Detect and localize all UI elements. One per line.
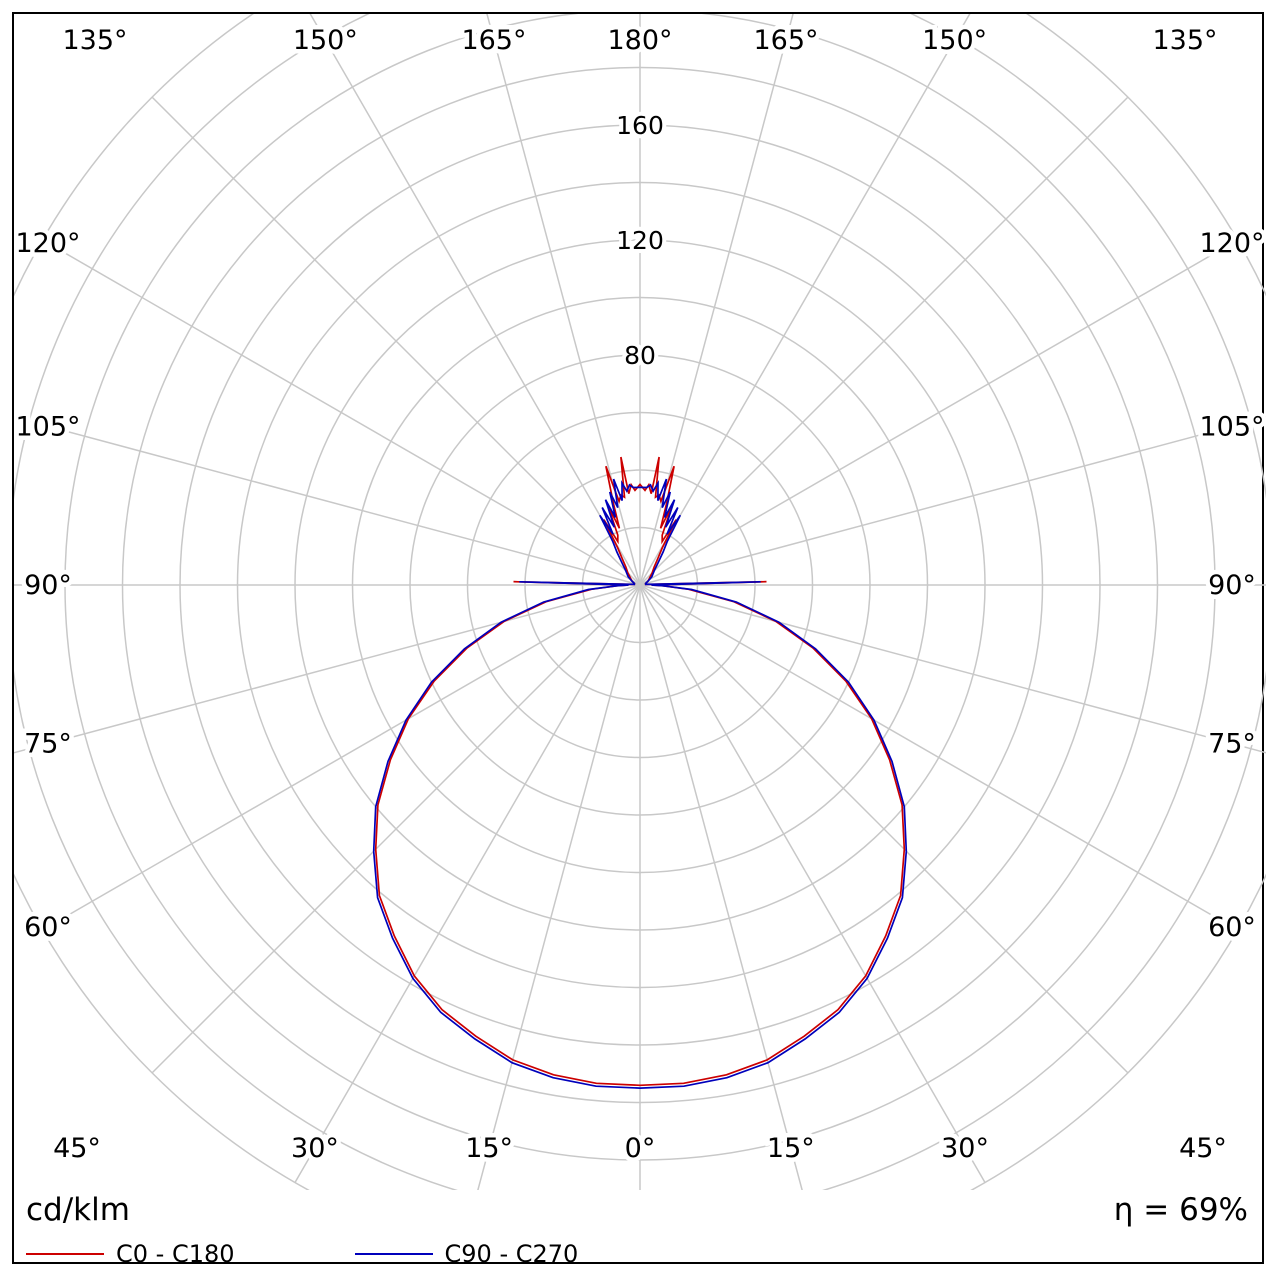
angle-label: 90° [1208, 570, 1256, 601]
angle-label: 30° [941, 1133, 989, 1164]
angle-label: 0° [625, 1133, 656, 1164]
polar-chart: 80 120 160 0° 15° 15° 30° 30° 45° 45° 60° 60° 75° 75°… [14, 14, 1266, 1190]
legend-line-c90-c270 [354, 1253, 433, 1255]
radial-tick-label: 160 [616, 111, 664, 140]
grid-radial-line [639, 239, 1238, 586]
grid-radial-line [477, 584, 641, 1190]
angle-label: 30° [291, 1133, 339, 1164]
grid-radial-line [14, 584, 641, 754]
angle-label: 105° [15, 411, 80, 442]
angle-label: 90° [24, 570, 72, 601]
grid-radial-line [639, 14, 971, 586]
grid-radial-line [309, 14, 641, 586]
grid-radial-line [639, 96, 1129, 586]
angle-label: 135° [62, 25, 127, 56]
angle-label: 135° [1152, 25, 1217, 56]
intensity-curve-C90-C270 [372, 478, 908, 1089]
grid-radial-line [639, 416, 1266, 586]
grid-radial-line [639, 584, 986, 1183]
grid-radial-line [639, 14, 794, 586]
angle-label: 150° [922, 25, 987, 56]
angle-label: 165° [754, 25, 819, 56]
grid-radial-line [151, 96, 641, 586]
angle-label: 105° [1199, 411, 1264, 442]
grid-radial-line [639, 584, 803, 1190]
grid-radial-line [294, 584, 641, 1183]
legend-line-c0-c180 [26, 1253, 104, 1255]
angle-label: 165° [461, 25, 526, 56]
diagram-frame: 80 120 160 0° 15° 15° 30° 30° 45° 45° 60° 60° 75° 75°… [12, 12, 1266, 1268]
angle-label: 75° [24, 729, 72, 760]
legend-label-c0-c180: C0 - C180 [116, 1240, 235, 1268]
angle-label: 120° [15, 228, 80, 259]
angle-label: 45° [1179, 1133, 1227, 1164]
radial-tick-label: 120 [616, 226, 664, 255]
grid-radial-line [639, 584, 1129, 1074]
angle-label: 45° [53, 1133, 101, 1164]
angle-label: 15° [767, 1133, 815, 1164]
grid-radial-line [639, 584, 1238, 931]
grid-radial-line [42, 239, 641, 586]
radial-tick-label: 80 [624, 341, 656, 370]
grid-radial-line [42, 584, 641, 931]
efficiency-label: η = 69% [1113, 1192, 1248, 1228]
grid-radial-line [639, 584, 1266, 754]
grid-radial-line [486, 14, 641, 586]
angle-label: 120° [1199, 228, 1264, 259]
grid-radial-line [151, 584, 641, 1074]
grid-radial-line [14, 416, 641, 586]
legend-label-c90-c270: C90 - C270 [444, 1240, 579, 1268]
angle-label: 15° [465, 1133, 513, 1164]
unit-label: cd/klm [26, 1192, 130, 1228]
angle-label: 150° [293, 25, 358, 56]
angle-label: 180° [607, 25, 672, 56]
legend: C0 - C180 C90 - C270 [26, 1240, 578, 1268]
angle-label: 75° [1208, 729, 1256, 760]
intensity-curve-C0-C180 [374, 456, 906, 1087]
angle-label: 60° [1208, 912, 1256, 943]
angle-label: 60° [24, 912, 72, 943]
